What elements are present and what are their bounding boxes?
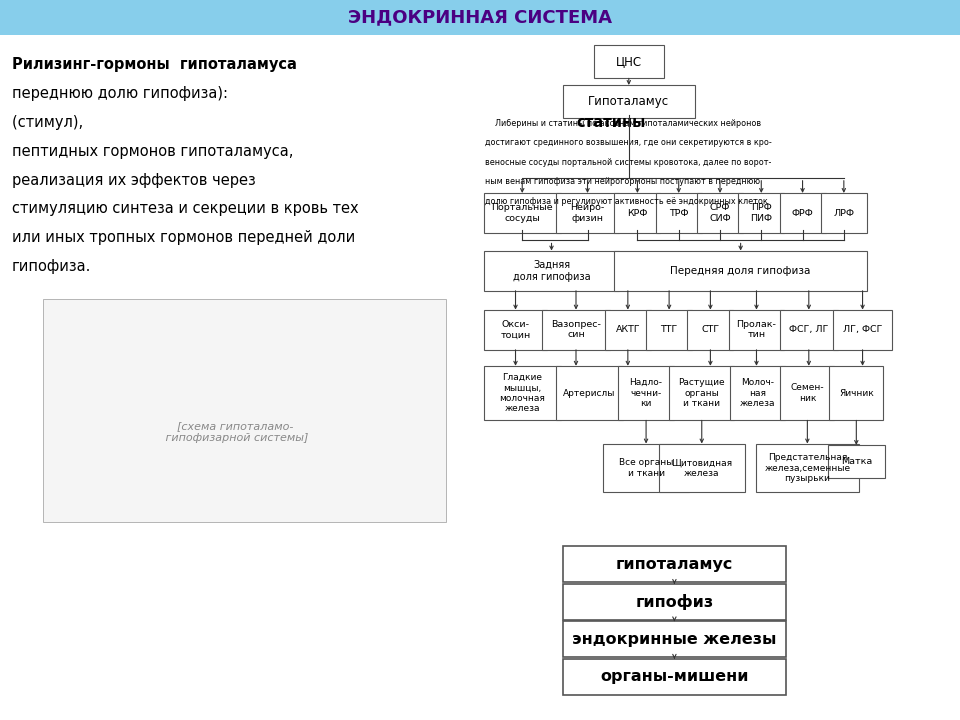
- FancyBboxPatch shape: [563, 621, 786, 657]
- FancyBboxPatch shape: [43, 299, 446, 522]
- Text: или иных тропных гормонов передней доли: или иных тропных гормонов передней доли: [12, 230, 355, 245]
- Text: ным венам гипофиза эти нейрогормоны поступают в переднюю: ным венам гипофиза эти нейрогормоны пост…: [485, 177, 760, 186]
- Text: Все органы
и ткани: Все органы и ткани: [619, 459, 673, 477]
- Text: Задняя
доля гипофиза: Задняя доля гипофиза: [513, 260, 590, 282]
- Text: Предстательная
железа,семенные
пузырьки: Предстательная железа,семенные пузырьки: [764, 453, 851, 483]
- Text: переднюю долю гипофиза):: переднюю долю гипофиза):: [12, 86, 232, 101]
- FancyBboxPatch shape: [484, 193, 561, 233]
- FancyBboxPatch shape: [780, 310, 838, 350]
- Text: Надло-
чечни-
ки: Надло- чечни- ки: [630, 378, 662, 408]
- FancyBboxPatch shape: [593, 45, 664, 78]
- FancyBboxPatch shape: [556, 366, 623, 420]
- Text: долю гипофиза и регулируют активность её эндокринных клеток: долю гипофиза и регулируют активность её…: [485, 197, 768, 206]
- FancyBboxPatch shape: [563, 546, 786, 582]
- Text: гипофиза.: гипофиза.: [12, 259, 91, 274]
- FancyBboxPatch shape: [605, 310, 651, 350]
- Text: ЛГ, ФСГ: ЛГ, ФСГ: [843, 325, 882, 334]
- Text: АКТГ: АКТГ: [615, 325, 640, 334]
- FancyBboxPatch shape: [659, 444, 745, 492]
- Text: Окси-
тоцин: Окси- тоцин: [500, 320, 531, 339]
- FancyBboxPatch shape: [669, 366, 734, 420]
- Text: веносные сосуды портальной системы кровотока, далее по ворот-: веносные сосуды портальной системы крово…: [485, 158, 771, 167]
- FancyBboxPatch shape: [738, 193, 784, 233]
- FancyBboxPatch shape: [828, 445, 885, 478]
- Text: органы-мишени: органы-мишени: [600, 670, 749, 684]
- Text: [схема гипоталамо-
 гипофизарной системы]: [схема гипоталамо- гипофизарной системы]: [162, 421, 308, 443]
- Text: Гипоталамус: Гипоталамус: [588, 95, 669, 108]
- FancyBboxPatch shape: [542, 310, 610, 350]
- FancyBboxPatch shape: [780, 366, 834, 420]
- FancyBboxPatch shape: [556, 193, 619, 233]
- Text: Пролак-
тин: Пролак- тин: [736, 320, 777, 339]
- Text: Яичник: Яичник: [839, 389, 874, 397]
- Text: реализация их эффектов через: реализация их эффектов через: [12, 173, 255, 187]
- FancyBboxPatch shape: [563, 659, 786, 695]
- Text: Артерислы: Артерислы: [564, 389, 615, 397]
- Text: Семен-
ник: Семен- ник: [790, 384, 825, 402]
- Text: КРФ: КРФ: [627, 209, 648, 217]
- FancyBboxPatch shape: [484, 251, 619, 291]
- FancyBboxPatch shape: [614, 251, 867, 291]
- Text: Молоч-
ная
железа: Молоч- ная железа: [740, 378, 775, 408]
- Text: гипофиз: гипофиз: [636, 594, 713, 610]
- Text: статины: статины: [576, 115, 645, 130]
- FancyBboxPatch shape: [697, 193, 743, 233]
- Text: Либерины и статины по аксонам гипоталамических нейронов: Либерины и статины по аксонам гипоталами…: [485, 119, 761, 128]
- Text: ТТГ: ТТГ: [660, 325, 678, 334]
- Text: СРФ
СИФ: СРФ СИФ: [709, 204, 731, 222]
- FancyBboxPatch shape: [730, 366, 785, 420]
- FancyBboxPatch shape: [484, 310, 547, 350]
- Text: ЦНС: ЦНС: [615, 55, 642, 68]
- FancyBboxPatch shape: [833, 310, 892, 350]
- FancyBboxPatch shape: [656, 193, 702, 233]
- Text: Нейро-
физин: Нейро- физин: [570, 204, 605, 222]
- FancyBboxPatch shape: [687, 310, 733, 350]
- Text: ТРФ: ТРФ: [669, 209, 688, 217]
- FancyBboxPatch shape: [646, 310, 692, 350]
- FancyBboxPatch shape: [614, 193, 660, 233]
- FancyBboxPatch shape: [603, 444, 689, 492]
- Text: эндокринные железы: эндокринные железы: [572, 632, 777, 647]
- FancyBboxPatch shape: [729, 310, 784, 350]
- Text: (стимул),: (стимул),: [12, 115, 87, 130]
- Text: Передняя доля гипофиза: Передняя доля гипофиза: [670, 266, 811, 276]
- Text: ЛРФ: ЛРФ: [833, 209, 854, 217]
- Text: Вазопрес-
син: Вазопрес- син: [551, 320, 601, 339]
- Text: Щитовидная
железа: Щитовидная железа: [671, 459, 732, 477]
- Text: Матка: Матка: [841, 457, 872, 466]
- Text: СТГ: СТГ: [702, 325, 719, 334]
- Text: Растущие
органы
и ткани: Растущие органы и ткани: [679, 378, 725, 408]
- FancyBboxPatch shape: [0, 0, 960, 35]
- Text: ПРФ
ПИФ: ПРФ ПИФ: [751, 204, 772, 222]
- Text: пептидных гормонов гипоталамуса,: пептидных гормонов гипоталамуса,: [12, 144, 293, 158]
- Text: ФСГ, ЛГ: ФСГ, ЛГ: [789, 325, 828, 334]
- Text: Портальные
сосуды: Портальные сосуды: [492, 204, 553, 222]
- FancyBboxPatch shape: [829, 366, 883, 420]
- Text: стимуляцию синтеза и секреции в кровь тех: стимуляцию синтеза и секреции в кровь те…: [12, 202, 358, 216]
- Text: Рилизинг-гормоны  гипоталамуса: Рилизинг-гормоны гипоталамуса: [12, 58, 297, 72]
- Text: ЭНДОКРИННАЯ СИСТЕМА: ЭНДОКРИННАЯ СИСТЕМА: [348, 8, 612, 26]
- FancyBboxPatch shape: [563, 584, 786, 620]
- Text: Гладкие
мышцы,
молочная
железа: Гладкие мышцы, молочная железа: [499, 373, 545, 413]
- Text: гипоталамус: гипоталамус: [615, 557, 733, 572]
- FancyBboxPatch shape: [780, 193, 826, 233]
- Text: достигают срединного возвышения, где они секретируются в кро-: достигают срединного возвышения, где они…: [485, 138, 772, 148]
- FancyBboxPatch shape: [821, 193, 867, 233]
- Text: ФРФ: ФРФ: [792, 209, 813, 217]
- FancyBboxPatch shape: [618, 366, 674, 420]
- FancyBboxPatch shape: [563, 85, 695, 118]
- FancyBboxPatch shape: [756, 444, 859, 492]
- FancyBboxPatch shape: [484, 366, 561, 420]
